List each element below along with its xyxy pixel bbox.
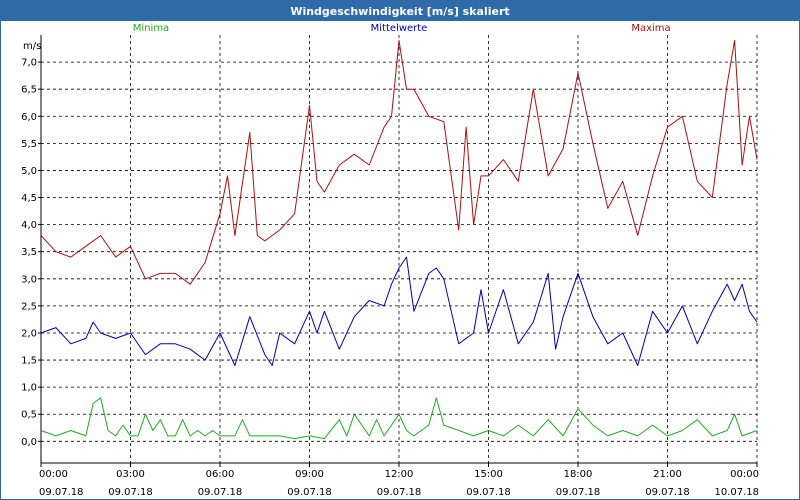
series-lines <box>40 39 758 440</box>
y-tick-label: 4,0 <box>21 220 37 231</box>
y-tick-label: 2,5 <box>21 301 37 312</box>
x-tick-date: 09.07.18 <box>108 487 153 498</box>
x-tick-time: 15:00 <box>474 469 503 480</box>
x-tick-time: 09:00 <box>295 469 324 480</box>
y-tick-label: 0,0 <box>21 437 37 448</box>
x-tick-date: 09.07.18 <box>377 487 422 498</box>
x-tick-date: 09.07.18 <box>556 487 601 498</box>
x-tick-date: 09.07.18 <box>287 487 332 498</box>
x-tick-date: 09.07.18 <box>466 487 511 498</box>
y-tick-label: 6,5 <box>21 85 37 96</box>
y-tick-label: 3,0 <box>21 274 37 285</box>
window-title: Windgeschwindigkeit [m/s] skaliert <box>1 1 799 21</box>
x-tick-time: 12:00 <box>385 469 414 480</box>
x-tick-time: 18:00 <box>564 469 593 480</box>
y-tick-label: 7,0 <box>21 58 37 69</box>
x-tick-time: 21:00 <box>653 469 682 480</box>
y-tick-label: 5,5 <box>21 139 37 150</box>
y-axis-ticks: 0,0 0,5 1,0 1,5 2,0 2,5 3,0 3,5 4,0 4,5 5,0 5,5 6,0 6… <box>21 58 41 448</box>
y-tick-label: 2,0 <box>21 328 37 339</box>
x-tick-date: 09.07.18 <box>645 487 690 498</box>
x-tick-time: 00:00 <box>730 469 759 480</box>
x-tick-time: 03:00 <box>116 469 145 480</box>
x-tick-date: 09.07.18 <box>198 487 243 498</box>
y-tick-label: 0,5 <box>21 410 37 421</box>
y-tick-label: 3,5 <box>21 247 37 258</box>
legend-mittelwerte: Mittelwerte <box>371 23 428 34</box>
axes <box>40 35 758 464</box>
x-tick-date: 10.07.18 <box>714 487 759 498</box>
x-axis-ticks: 00:00 09.07.18 03:00 09.07.18 06:00 09.07.18 0… <box>39 463 759 498</box>
series-line-maxima <box>40 39 758 285</box>
y-tick-label: 1,5 <box>21 356 37 367</box>
series-line-mittelwerte <box>40 256 758 366</box>
x-tick-time: 06:00 <box>206 469 235 480</box>
series-line-minima <box>40 397 758 440</box>
x-tick-date: 09.07.18 <box>39 487 84 498</box>
y-tick-label: 1,0 <box>21 383 37 394</box>
y-tick-label: 6,0 <box>21 112 37 123</box>
legend-minima: Minima <box>133 23 169 34</box>
y-tick-label: 5,0 <box>21 166 37 177</box>
grid <box>41 35 757 463</box>
x-tick-time: 00:00 <box>39 469 68 480</box>
y-axis-label: m/s <box>23 41 41 52</box>
legend-maxima: Maxima <box>631 23 670 34</box>
chart-canvas: Minima Mittelwerte Maxima m/s 0,0 0,5 1,0 1… <box>21 23 759 498</box>
y-tick-label: 4,5 <box>21 193 37 204</box>
